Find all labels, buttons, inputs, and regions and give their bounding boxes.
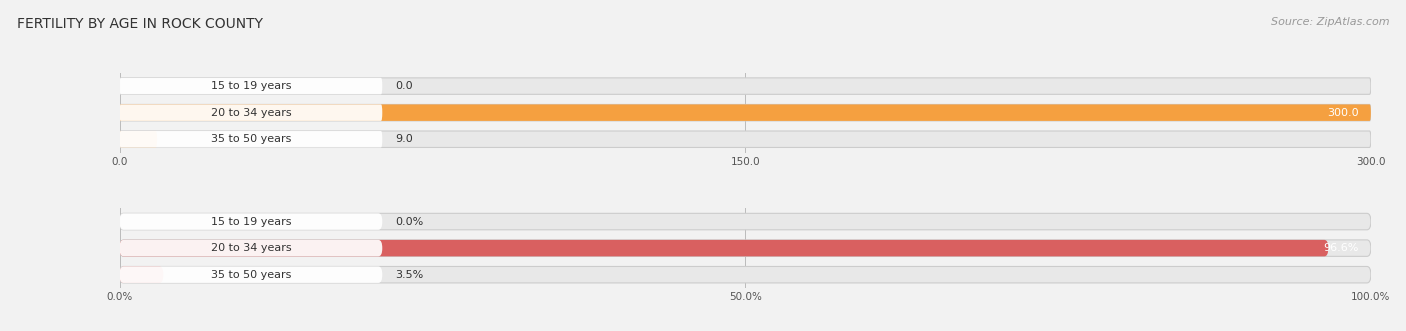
Text: 0.0%: 0.0% — [395, 216, 423, 226]
FancyBboxPatch shape — [120, 78, 382, 94]
Text: 0.0: 0.0 — [395, 81, 412, 91]
Text: 3.5%: 3.5% — [395, 270, 423, 280]
Text: 15 to 19 years: 15 to 19 years — [211, 81, 291, 91]
Text: 9.0: 9.0 — [395, 134, 412, 144]
FancyBboxPatch shape — [120, 131, 1371, 147]
FancyBboxPatch shape — [120, 104, 382, 121]
Text: 20 to 34 years: 20 to 34 years — [211, 108, 291, 118]
FancyBboxPatch shape — [120, 266, 1371, 283]
FancyBboxPatch shape — [120, 104, 1371, 121]
FancyBboxPatch shape — [120, 78, 1371, 94]
Text: Source: ZipAtlas.com: Source: ZipAtlas.com — [1271, 17, 1389, 26]
FancyBboxPatch shape — [120, 266, 382, 283]
Text: 20 to 34 years: 20 to 34 years — [211, 243, 291, 253]
Text: 35 to 50 years: 35 to 50 years — [211, 270, 291, 280]
FancyBboxPatch shape — [120, 266, 163, 283]
FancyBboxPatch shape — [120, 131, 382, 147]
Text: FERTILITY BY AGE IN ROCK COUNTY: FERTILITY BY AGE IN ROCK COUNTY — [17, 17, 263, 30]
FancyBboxPatch shape — [120, 240, 1329, 257]
FancyBboxPatch shape — [120, 104, 1371, 121]
FancyBboxPatch shape — [120, 213, 1371, 230]
FancyBboxPatch shape — [120, 213, 382, 230]
Text: 300.0: 300.0 — [1327, 108, 1358, 118]
Text: 35 to 50 years: 35 to 50 years — [211, 134, 291, 144]
FancyBboxPatch shape — [120, 240, 382, 257]
FancyBboxPatch shape — [120, 131, 157, 147]
Text: 15 to 19 years: 15 to 19 years — [211, 216, 291, 226]
FancyBboxPatch shape — [120, 240, 1371, 257]
Text: 96.6%: 96.6% — [1323, 243, 1358, 253]
